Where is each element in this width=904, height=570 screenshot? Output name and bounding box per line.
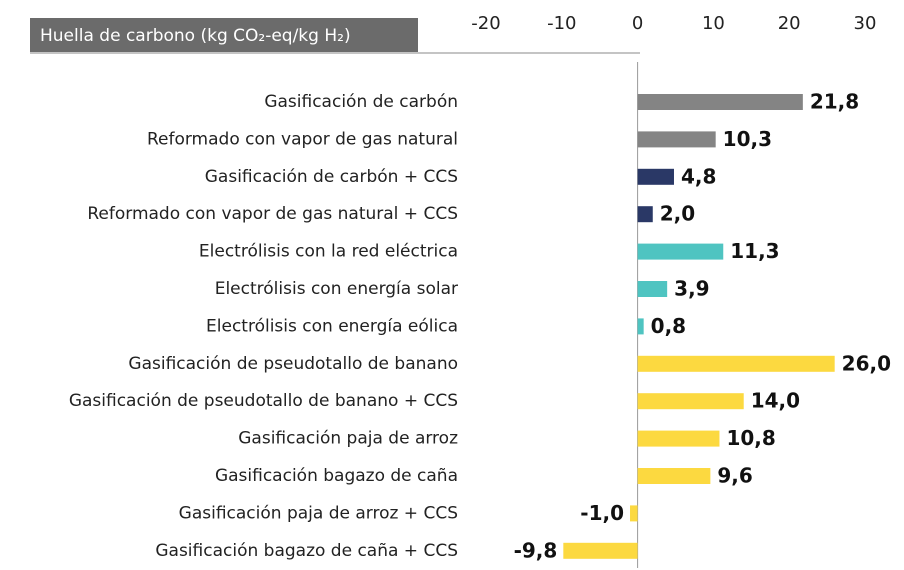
value-label: 10,3 [723, 127, 772, 151]
bar [637, 94, 803, 110]
value-label: 9,6 [717, 464, 752, 488]
category-label: Reformado con vapor de gas natural + CCS [87, 204, 458, 224]
bar [630, 505, 638, 522]
value-label: 26,0 [842, 351, 891, 375]
bar [637, 468, 711, 484]
bar [637, 281, 668, 297]
category-label: Gasificación de carbón + CCS [205, 167, 458, 187]
x-tick-label: 0 [632, 13, 643, 34]
x-tick-label: 30 [854, 13, 877, 34]
category-label: Gasificación paja de arroz + CCS [179, 503, 458, 523]
value-label: 0,8 [651, 314, 686, 338]
bar [637, 430, 720, 447]
value-label: -1,0 [580, 501, 624, 525]
value-label: -9,8 [514, 538, 558, 562]
category-label: Reformado con vapor de gas natural [147, 129, 458, 149]
value-label: 4,8 [681, 164, 716, 188]
category-label: Gasificación paja de arroz [238, 429, 458, 449]
bar [637, 393, 744, 410]
bar [637, 206, 653, 223]
category-label: Gasificación de pseudotallo de banano + … [69, 391, 458, 411]
x-tick-label: 10 [702, 13, 725, 34]
value-label: 11,3 [730, 239, 779, 263]
bar [637, 243, 724, 260]
category-label: Electrólisis con energía eólica [206, 316, 458, 336]
value-label: 14,0 [751, 389, 800, 413]
category-label: Electrólisis con energía solar [215, 279, 458, 299]
value-label: 10,8 [726, 426, 775, 450]
x-tick-label: -10 [547, 13, 576, 34]
bar [637, 168, 674, 185]
chart-title: Huella de carbono (kg CO₂-eq/kg H₂) [40, 26, 351, 46]
x-tick-label: -20 [471, 13, 500, 34]
value-label: 2,0 [660, 202, 695, 226]
category-label: Gasificación bagazo de caña + CCS [155, 541, 458, 561]
category-label: Electrólisis con la red eléctrica [199, 242, 458, 262]
bar [637, 131, 716, 148]
value-label: 3,9 [674, 277, 709, 301]
value-label: 21,8 [810, 90, 859, 114]
bar [637, 318, 644, 335]
title-box [30, 18, 418, 52]
bar [637, 355, 835, 372]
bar [563, 542, 638, 559]
category-label: Gasificación bagazo de caña [215, 466, 458, 486]
x-tick-label: 20 [778, 13, 801, 34]
category-label: Gasificación de carbón [264, 92, 458, 112]
category-label: Gasificación de pseudotallo de banano [128, 354, 458, 374]
